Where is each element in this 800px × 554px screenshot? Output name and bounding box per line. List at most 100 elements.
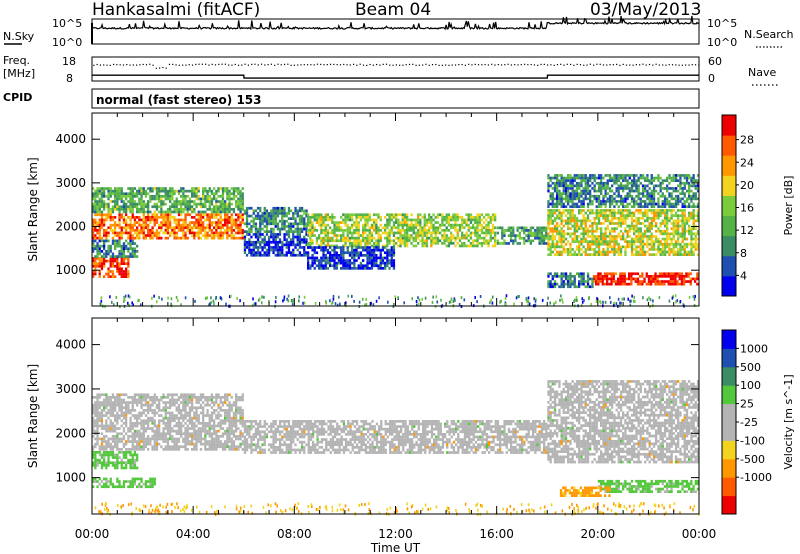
power-cell bbox=[619, 211, 623, 215]
power-cell bbox=[681, 248, 684, 251]
power-cell bbox=[381, 246, 385, 249]
power-cell bbox=[556, 272, 559, 276]
power-cell bbox=[606, 248, 609, 251]
power-cell bbox=[582, 222, 585, 225]
power-cell bbox=[562, 189, 565, 193]
power-cell bbox=[127, 226, 130, 230]
power-cell bbox=[670, 197, 673, 201]
power-cell bbox=[346, 264, 349, 268]
power-cell bbox=[243, 222, 247, 226]
power-cell bbox=[637, 189, 640, 193]
power-cell bbox=[635, 227, 638, 230]
power-cell bbox=[556, 184, 559, 188]
power-cell bbox=[245, 222, 249, 226]
power-cell bbox=[191, 234, 194, 237]
power-cell bbox=[326, 213, 330, 217]
power-cell bbox=[661, 242, 664, 246]
power-cell bbox=[129, 223, 132, 227]
power-cell bbox=[677, 229, 680, 233]
power-cell bbox=[480, 218, 484, 222]
power-cell bbox=[142, 234, 145, 237]
nave-point bbox=[639, 64, 641, 66]
power-cell bbox=[461, 244, 464, 248]
cpid-label: CPID bbox=[3, 91, 32, 104]
power-cell bbox=[107, 202, 110, 206]
nave-point bbox=[484, 63, 486, 66]
power-cell bbox=[324, 246, 327, 249]
power-cell bbox=[298, 240, 302, 244]
nave-point bbox=[599, 63, 601, 65]
power-cell bbox=[677, 197, 680, 201]
power-cell bbox=[692, 205, 695, 208]
power-cell bbox=[639, 232, 642, 236]
power-cell bbox=[311, 226, 314, 230]
power-cell bbox=[118, 270, 121, 273]
power-cell bbox=[677, 179, 680, 182]
power-cell bbox=[309, 267, 312, 270]
power-cell bbox=[661, 222, 664, 225]
power-cell bbox=[696, 209, 700, 212]
power-cell bbox=[547, 248, 550, 251]
power-cell bbox=[208, 205, 211, 209]
power-cell bbox=[237, 236, 240, 240]
power-cell bbox=[452, 216, 455, 219]
power-cell bbox=[564, 222, 568, 225]
power-cell bbox=[676, 280, 679, 283]
power-cell bbox=[591, 277, 594, 281]
power-cell bbox=[388, 218, 391, 222]
power-cell bbox=[357, 267, 360, 270]
power-cell bbox=[311, 261, 314, 265]
power-cell bbox=[357, 246, 360, 249]
power-cell bbox=[688, 192, 691, 195]
power-cell bbox=[567, 189, 570, 193]
power-cell bbox=[109, 195, 112, 198]
power-cell bbox=[445, 221, 448, 224]
nave-point bbox=[602, 64, 605, 66]
power-cell bbox=[153, 197, 156, 201]
power-cell bbox=[573, 214, 576, 217]
nave-point bbox=[290, 64, 292, 66]
power-cell bbox=[582, 216, 585, 220]
power-speckle bbox=[630, 299, 632, 303]
power-cell bbox=[604, 242, 607, 246]
power-cell bbox=[322, 256, 325, 260]
power-cell bbox=[562, 232, 565, 236]
power-cell bbox=[307, 246, 310, 249]
power-cell bbox=[611, 235, 614, 238]
power-cell bbox=[406, 213, 409, 217]
power-cell bbox=[641, 174, 645, 177]
power-cell bbox=[333, 248, 336, 252]
power-cell bbox=[553, 280, 557, 283]
power-cell bbox=[685, 205, 689, 208]
power-cell bbox=[610, 282, 613, 286]
power-cell bbox=[239, 210, 242, 214]
power-cell bbox=[122, 244, 126, 248]
power-cell bbox=[443, 218, 446, 222]
power-cell bbox=[567, 253, 570, 256]
power-cell bbox=[589, 242, 592, 246]
power-cell bbox=[624, 216, 627, 220]
power-cell bbox=[634, 272, 637, 276]
power-cell bbox=[597, 222, 601, 225]
power-cell bbox=[485, 218, 488, 222]
power-cell bbox=[278, 209, 282, 213]
power-cell bbox=[681, 202, 684, 206]
power-cell bbox=[514, 236, 517, 240]
power-cell bbox=[217, 210, 220, 214]
power-cell bbox=[551, 197, 554, 201]
power-cell bbox=[414, 218, 418, 222]
power-cell bbox=[120, 192, 123, 196]
power-cell bbox=[558, 224, 561, 228]
power-cell bbox=[122, 200, 126, 203]
power-cell bbox=[114, 259, 117, 263]
power-cell bbox=[131, 226, 134, 230]
power-cell bbox=[608, 211, 612, 215]
power-cell bbox=[558, 181, 561, 185]
power-speckle bbox=[615, 302, 618, 306]
power-cell bbox=[188, 223, 192, 227]
power-cell bbox=[428, 229, 431, 232]
power-cell bbox=[681, 216, 684, 220]
nave-point bbox=[369, 63, 371, 66]
power-cell bbox=[644, 214, 647, 217]
power-cell bbox=[213, 205, 216, 209]
